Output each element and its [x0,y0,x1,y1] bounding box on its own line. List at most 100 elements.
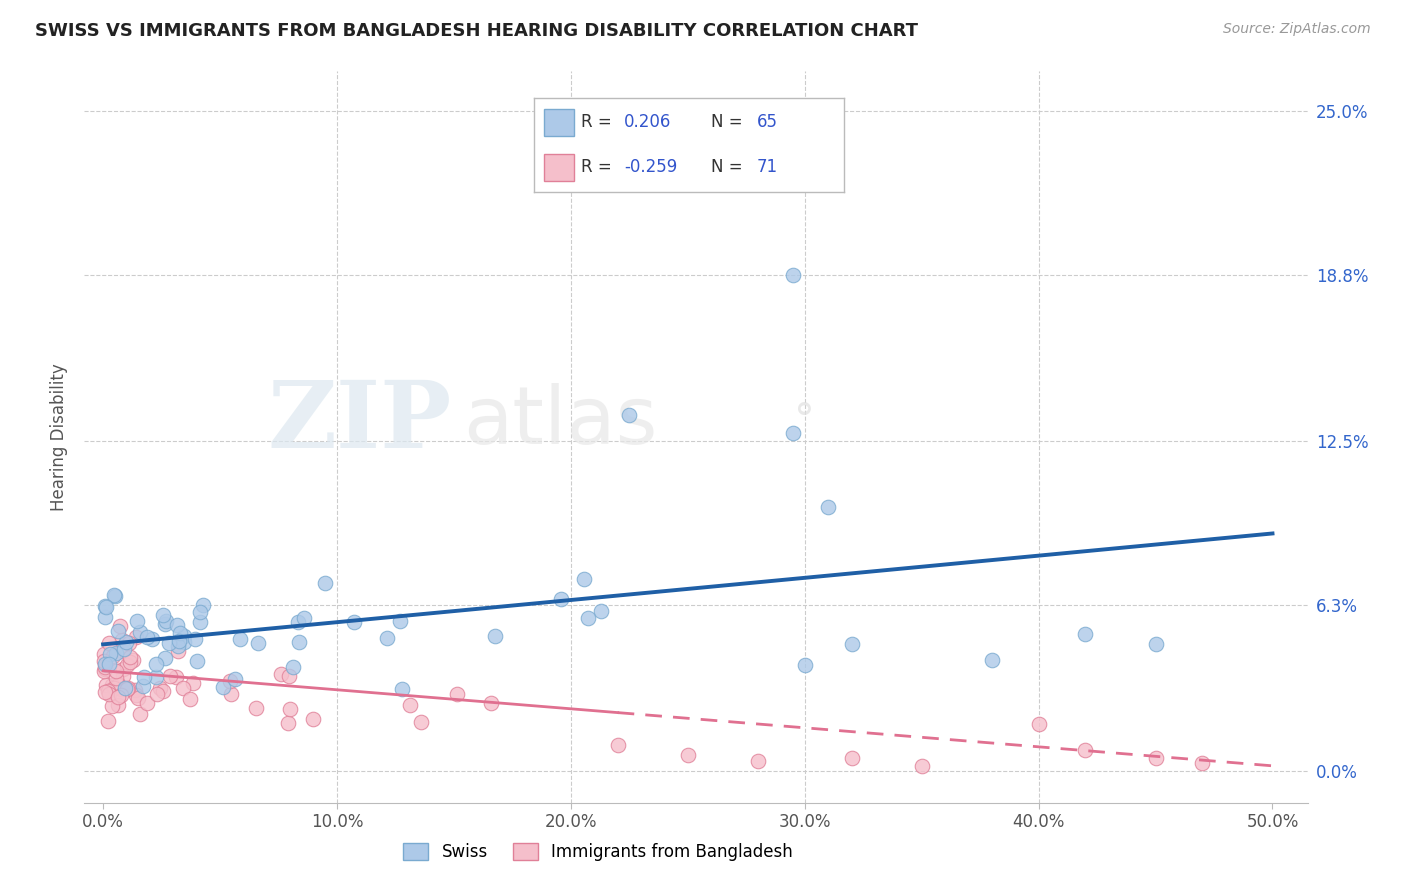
Point [676,748,699,763]
Point [276,715,298,730]
Point [711,144,734,158]
Text: R =: R = [581,159,617,177]
Point [111,633,134,648]
Point [145,657,167,672]
Point [219,674,242,689]
Point [1191,756,1213,771]
Point [145,670,167,684]
Point [287,635,309,649]
Text: N =: N = [710,159,748,177]
Point [97,714,120,728]
Point [782,268,804,282]
Point [591,604,613,618]
Point [118,649,141,664]
Point [118,655,141,669]
Point [212,680,235,694]
Point [183,632,205,647]
Point [270,667,292,681]
Point [152,684,174,698]
Point [103,681,125,695]
Point [118,635,141,649]
Point [550,591,572,606]
Point [111,643,134,657]
Point [446,687,468,701]
Point [153,616,176,631]
Point [782,426,804,441]
Point [115,634,138,648]
Point [105,665,128,679]
Point [172,681,194,695]
Point [107,690,129,704]
Bar [544,154,575,180]
Point [110,681,132,696]
Point [188,605,211,619]
Point [167,634,190,648]
Point [105,646,128,660]
Point [112,662,135,676]
Point [115,657,138,672]
Text: 0.206: 0.206 [624,113,671,131]
Text: ZIP: ZIP [267,377,451,467]
Point [112,669,135,683]
Point [146,687,169,701]
Point [191,598,214,612]
Point [841,637,863,651]
Point [247,636,270,650]
Point [841,751,863,765]
Point [93,685,115,699]
Legend: Swiss, Immigrants from Bangladesh: Swiss, Immigrants from Bangladesh [396,836,800,868]
Point [747,754,769,768]
Point [283,660,305,674]
Point [167,644,190,658]
Point [141,632,163,646]
Point [94,678,117,692]
Bar [544,110,575,136]
Point [391,681,413,696]
Point [165,670,187,684]
Point [481,696,503,710]
Point [166,617,188,632]
Point [793,658,815,673]
Text: Source: ZipAtlas.com: Source: ZipAtlas.com [1223,22,1371,37]
Point [104,589,127,603]
Text: 71: 71 [756,159,778,177]
Point [221,687,243,701]
Text: atlas: atlas [464,384,658,461]
Text: R =: R = [581,113,617,131]
Point [96,600,118,615]
Point [101,649,124,664]
Point [606,738,628,752]
Point [110,688,132,702]
Point [107,698,129,713]
Text: °: ° [794,401,814,443]
Text: N =: N = [710,113,748,131]
Text: -0.259: -0.259 [624,159,678,177]
Point [245,701,267,715]
Point [108,619,131,633]
Point [159,669,181,683]
Point [125,630,148,644]
Point [135,696,157,710]
Point [121,653,143,667]
Point [100,677,122,691]
Point [104,671,127,685]
Point [224,673,246,687]
Point [169,626,191,640]
Point [152,608,174,623]
Point [135,630,157,644]
Point [1028,716,1050,731]
Point [314,575,336,590]
Point [179,692,201,706]
Point [125,688,148,702]
Point [302,712,325,726]
Point [94,657,117,671]
Point [93,648,115,662]
Point [117,682,139,697]
Point [103,588,125,602]
Point [181,675,204,690]
Point [155,615,177,629]
Point [107,678,129,692]
Point [574,572,596,586]
Point [173,634,195,648]
Point [229,632,252,646]
